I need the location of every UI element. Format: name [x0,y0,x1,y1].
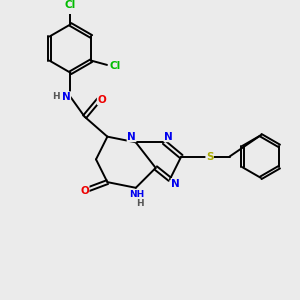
Text: N: N [127,132,136,142]
Text: O: O [80,186,89,196]
Text: Cl: Cl [65,0,76,10]
Text: S: S [206,152,213,161]
Text: O: O [97,95,106,105]
Text: N: N [62,92,70,102]
Text: H: H [52,92,60,101]
Text: NH: NH [130,190,145,200]
Text: N: N [164,132,173,142]
Text: N: N [171,178,180,188]
Text: H: H [136,199,144,208]
Text: Cl: Cl [110,61,121,71]
